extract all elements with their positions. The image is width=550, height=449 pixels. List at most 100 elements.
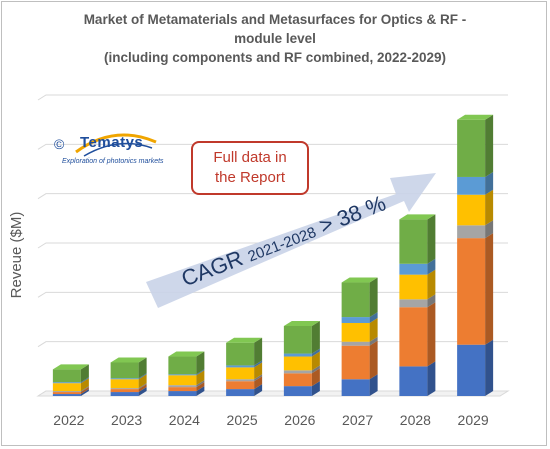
bar-segment bbox=[457, 194, 486, 226]
bar-segment bbox=[399, 274, 428, 300]
bar-segment-side bbox=[427, 258, 436, 275]
bar-segment-side bbox=[80, 364, 89, 383]
bar-segment-side bbox=[311, 348, 320, 357]
bar-segment-side bbox=[196, 351, 205, 375]
bar-segment bbox=[341, 317, 370, 323]
bar-top bbox=[457, 114, 494, 120]
bar-segment-side bbox=[311, 351, 320, 371]
bar-segment bbox=[283, 353, 312, 357]
bar-segment-side bbox=[311, 368, 320, 387]
bar-stack-2027 bbox=[341, 277, 378, 396]
bar-segment-side bbox=[80, 389, 89, 396]
bar-segment bbox=[283, 373, 312, 387]
bar-segment bbox=[52, 369, 81, 383]
bar-segment bbox=[226, 342, 255, 366]
bar-segment bbox=[226, 379, 255, 382]
bar-segment bbox=[457, 344, 486, 396]
bar-segment-side bbox=[369, 277, 378, 318]
bar-segment-side bbox=[427, 302, 436, 367]
bar-segment-side bbox=[311, 320, 320, 354]
bar-segment bbox=[226, 389, 255, 396]
gridline bbox=[37, 341, 508, 348]
bar-segment-side bbox=[196, 370, 205, 386]
bar-segment bbox=[168, 375, 197, 386]
bar-segment-side bbox=[138, 373, 147, 380]
bar-segment-side bbox=[254, 360, 263, 368]
gridline bbox=[37, 291, 508, 298]
x-tick-label: 2029 bbox=[458, 412, 489, 428]
bar-stack-2025 bbox=[226, 337, 263, 396]
bar-segment bbox=[283, 370, 312, 374]
bar-stack-2023 bbox=[110, 357, 147, 396]
bar-segment-side bbox=[196, 369, 205, 376]
bar-segment-side bbox=[485, 171, 494, 195]
bar-segment-side bbox=[369, 374, 378, 396]
x-tick-label: 2026 bbox=[284, 412, 315, 428]
bar-segment bbox=[226, 381, 255, 390]
bar-segment bbox=[226, 365, 255, 368]
bar-segment-side bbox=[369, 312, 378, 323]
title-line-3: (including components and RF combined, 2… bbox=[103, 50, 447, 65]
bar-segment-side bbox=[427, 361, 436, 396]
bar-segment bbox=[457, 176, 486, 195]
gridline bbox=[37, 94, 508, 101]
chart-floor bbox=[36, 390, 510, 397]
bar-stack-2022 bbox=[52, 364, 89, 396]
bar-top bbox=[283, 320, 320, 326]
x-tick-label: 2027 bbox=[342, 412, 373, 428]
bar-segment-side bbox=[369, 317, 378, 342]
gridline bbox=[37, 193, 508, 200]
bar-segment bbox=[399, 299, 428, 308]
bar-segment-side bbox=[196, 382, 205, 392]
bar-segment-side bbox=[485, 233, 494, 345]
bar-segment bbox=[283, 325, 312, 354]
bar-top bbox=[52, 364, 89, 370]
bar-segment-side bbox=[80, 378, 89, 392]
bar-top bbox=[110, 357, 147, 363]
bar-segment-side bbox=[196, 386, 205, 396]
bar-segment-side bbox=[485, 114, 494, 177]
bar-segment-side bbox=[311, 381, 320, 396]
x-tick-label: 2023 bbox=[111, 412, 142, 428]
x-tick-label: 2028 bbox=[400, 412, 431, 428]
bar-segment-side bbox=[369, 336, 378, 346]
bar-segment bbox=[168, 385, 197, 388]
bar-top bbox=[399, 214, 436, 220]
bar-segment bbox=[226, 367, 255, 380]
callout-line-2: the Report bbox=[214, 169, 286, 186]
bar-segment bbox=[283, 386, 312, 396]
bar-segment bbox=[399, 263, 428, 275]
bar-segment-side bbox=[254, 337, 263, 366]
x-tick-label: 2022 bbox=[53, 412, 84, 428]
bar-segment-side bbox=[311, 365, 320, 374]
bar-segment-side bbox=[80, 387, 89, 395]
bar-segment-side bbox=[485, 189, 494, 226]
bar-segment-side bbox=[138, 383, 147, 390]
bar-segment bbox=[168, 391, 197, 396]
bar-segment bbox=[110, 379, 139, 389]
bar-segment bbox=[52, 394, 81, 396]
bar-segment-side bbox=[485, 220, 494, 239]
bar-segment bbox=[168, 356, 197, 375]
bar-segment bbox=[457, 238, 486, 345]
growth-arrow bbox=[146, 173, 436, 308]
gridline bbox=[37, 143, 508, 150]
logo-tagline: Exploration of photonics markets bbox=[62, 158, 164, 165]
bar-segment-side bbox=[80, 377, 89, 384]
title-line-1: Market of Metamaterials and Metasurfaces… bbox=[83, 12, 467, 27]
tematys-logo: © Tematys Exploration of photonics marke… bbox=[54, 130, 164, 176]
bar-segment-side bbox=[427, 269, 436, 300]
bar-segment-side bbox=[254, 384, 263, 396]
x-tick-label: 2025 bbox=[227, 412, 258, 428]
bar-stack-2028 bbox=[399, 214, 436, 396]
gridline bbox=[37, 242, 508, 249]
bar-segment bbox=[399, 307, 428, 367]
x-tick-label: 2024 bbox=[169, 412, 200, 428]
bar-segment-side bbox=[254, 362, 263, 380]
bar-segment bbox=[168, 387, 197, 392]
bar-segment-side bbox=[427, 294, 436, 308]
bar-segment-side bbox=[369, 340, 378, 380]
bar-segment-side bbox=[485, 339, 494, 396]
bar-segment bbox=[110, 392, 139, 396]
